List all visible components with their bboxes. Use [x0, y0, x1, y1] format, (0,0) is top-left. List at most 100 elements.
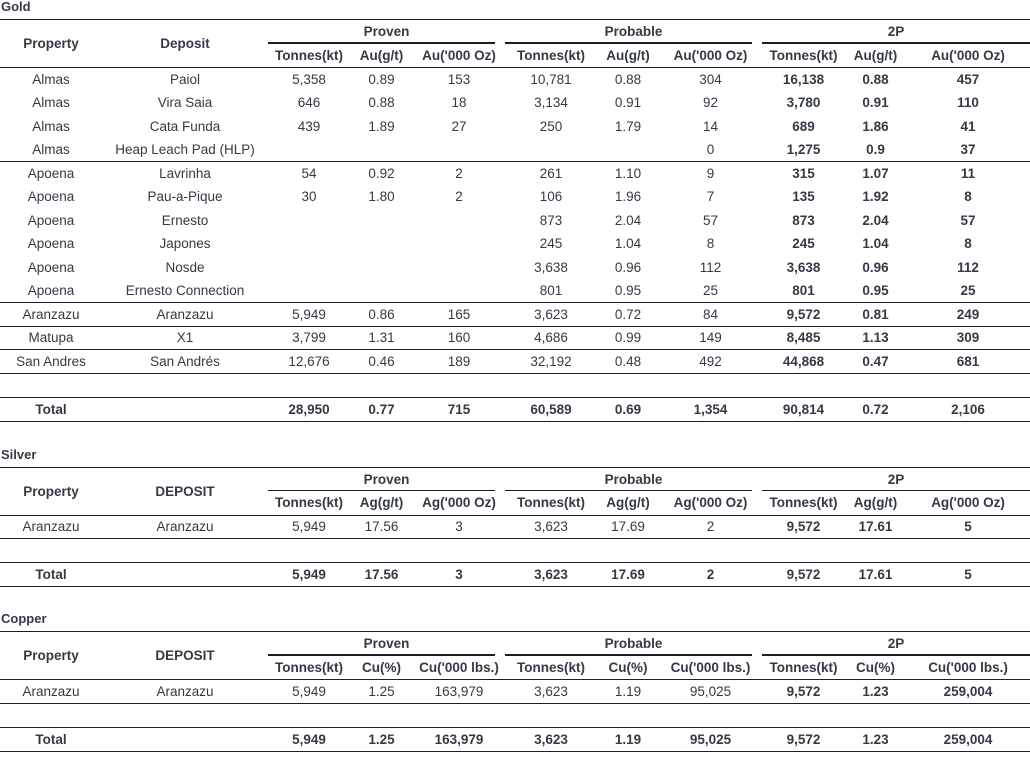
cell-proven-tonnes	[268, 232, 350, 256]
total-proven-grade: 0.77	[368, 401, 395, 417]
cell-probable-tonnes	[505, 138, 597, 162]
cell-proven-contained: 163,979	[434, 683, 484, 699]
cell-probable-tonnes: 32,192	[530, 353, 572, 369]
total-2p-contained: 5	[964, 567, 972, 582]
cell-2p-contained: 8	[964, 189, 972, 205]
cell-2p-tonnes: 245	[792, 236, 815, 252]
col-header-tonnes: Tonnes(kt)	[517, 495, 586, 511]
copper-title: Copper	[1, 611, 47, 626]
cell-probable-tonnes: 4,686	[534, 330, 568, 346]
cell-2p-contained: 112	[957, 259, 979, 275]
cell-probable-grade	[597, 138, 659, 162]
cell-2p-contained: 681	[956, 353, 980, 369]
total-probable-grade: 17.69	[611, 567, 645, 582]
cell-probable-grade: 0.96	[614, 259, 642, 275]
cell-probable-contained: 304	[699, 72, 722, 87]
cell-2p-tonnes: 3,638	[786, 259, 821, 275]
cell-proven-tonnes: 646	[297, 95, 321, 111]
cell-proven-contained: 189	[447, 353, 471, 369]
cell-2p-contained: 37	[960, 142, 976, 157]
col-header-tonnes: Tonnes(kt)	[275, 47, 343, 63]
total-label: Total	[35, 731, 67, 747]
total-row: Total 28,950 0.77 715 60,589 0.69 1,354 …	[0, 397, 1030, 421]
cell-proven-tonnes	[268, 209, 350, 233]
table-row: Almas Vira Saia 646 0.88 18 3,134 0.91 9…	[0, 91, 1030, 115]
cell-probable-contained: 84	[703, 306, 719, 322]
col-header-property: Property	[23, 648, 79, 663]
total-2p-grade: 0.72	[862, 401, 889, 417]
table-row: Apoena Lavrinha 54 0.92 2 261 1.10 9 315…	[0, 162, 1030, 186]
cell-2p-contained: 5	[964, 519, 972, 535]
col-header-tonnes: Tonnes(kt)	[517, 47, 586, 63]
cell-probable-tonnes: 3,623	[534, 306, 568, 322]
total-label: Total	[35, 567, 67, 582]
table-row: Apoena Japones 245 1.04 8 245 1.04 8	[0, 232, 1030, 256]
cell-2p-grade: 0.91	[862, 95, 889, 111]
cell-2p-contained: 249	[956, 306, 980, 322]
cell-proven-tonnes: 439	[297, 118, 321, 134]
cell-property: Matupa	[28, 330, 74, 346]
cell-probable-contained: 2	[706, 519, 715, 535]
cell-probable-tonnes: 3,623	[534, 519, 568, 535]
cell-2p-tonnes: 9,572	[786, 519, 821, 535]
total-row: Total 5,949 17.56 3 3,623 17.69 2 9,572 …	[0, 562, 1030, 587]
cell-proven-contained: 3	[455, 519, 463, 535]
cell-probable-tonnes: 250	[539, 118, 563, 134]
cell-proven-grade: 17.56	[364, 519, 399, 535]
cell-2p-grade: 17.61	[858, 519, 893, 535]
cell-probable-tonnes: 261	[539, 166, 563, 181]
cell-probable-tonnes: 801	[539, 283, 563, 298]
silver-section: Silver Property DEPOSIT Proven Probable …	[0, 448, 1030, 588]
cell-probable-contained: 92	[703, 95, 719, 111]
cell-property: Almas	[32, 72, 70, 87]
cell-deposit: Ernesto	[161, 212, 209, 228]
total-probable-contained: 95,025	[689, 731, 732, 747]
cell-property: Almas	[32, 118, 70, 134]
cell-proven-grade: 0.86	[368, 306, 395, 322]
table-row: Matupa X1 3,799 1.31 160 4,686 0.99 149 …	[0, 326, 1030, 350]
cell-proven-contained	[413, 209, 505, 233]
cell-2p-tonnes: 9,572	[786, 306, 821, 322]
cell-proven-tonnes: 5,949	[292, 519, 326, 535]
cell-2p-tonnes: 689	[792, 118, 815, 134]
table-row: Almas Cata Funda 439 1.89 27 250 1.79 14…	[0, 115, 1030, 139]
total-proven-tonnes: 5,949	[292, 731, 326, 747]
total-proven-contained: 3	[455, 567, 463, 582]
cell-deposit: Heap Leach Pad (HLP)	[115, 142, 255, 157]
group-header-probable: Probable	[505, 467, 762, 491]
cell-probable-grade: 0.91	[614, 95, 642, 111]
cell-probable-grade: 1.96	[614, 189, 642, 205]
cell-proven-grade	[350, 209, 413, 233]
spacer-row	[0, 373, 1030, 397]
cell-proven-grade: 1.31	[368, 330, 395, 346]
total-probable-tonnes: 3,623	[534, 567, 568, 582]
total-proven-tonnes: 28,950	[288, 401, 330, 417]
table-row: Aranzazu Aranzazu 5,949 17.56 3 3,623 17…	[0, 515, 1030, 539]
col-header-grade: Cu(%)	[362, 659, 401, 675]
cell-probable-tonnes: 3,134	[534, 95, 568, 111]
cell-2p-grade: 1.86	[862, 118, 889, 134]
cell-deposit: Ernesto Connection	[125, 283, 245, 298]
col-header-grade: Cu(%)	[608, 659, 648, 675]
cell-proven-tonnes: 3,799	[292, 330, 326, 346]
col-header-tonnes: Tonnes(kt)	[769, 659, 838, 675]
total-probable-grade: 0.69	[614, 401, 642, 417]
cell-proven-grade	[350, 279, 413, 303]
cell-probable-contained: 7	[706, 189, 715, 205]
copper-section: Copper Property DEPOSIT Proven Probable …	[0, 612, 1030, 752]
total-proven-grade: 1.25	[368, 731, 395, 747]
cell-2p-tonnes: 315	[792, 166, 815, 181]
cell-deposit: Japones	[159, 236, 211, 252]
cell-2p-grade: 0.88	[862, 72, 889, 87]
cell-probable-tonnes: 106	[539, 189, 563, 205]
cell-probable-grade: 17.69	[611, 519, 645, 535]
gold-section: Gold Property Deposit Proven Probable 2P…	[0, 0, 1030, 421]
cell-proven-contained: 165	[447, 306, 471, 322]
cell-deposit: Aranzazu	[156, 519, 214, 535]
cell-proven-contained	[413, 256, 505, 280]
col-header-grade: Ag(g/t)	[606, 495, 650, 511]
cell-2p-grade: 0.47	[862, 353, 889, 369]
cell-proven-grade: 1.25	[368, 683, 395, 699]
cell-property: Aranzazu	[22, 519, 80, 535]
total-proven-contained: 163,979	[434, 731, 484, 747]
